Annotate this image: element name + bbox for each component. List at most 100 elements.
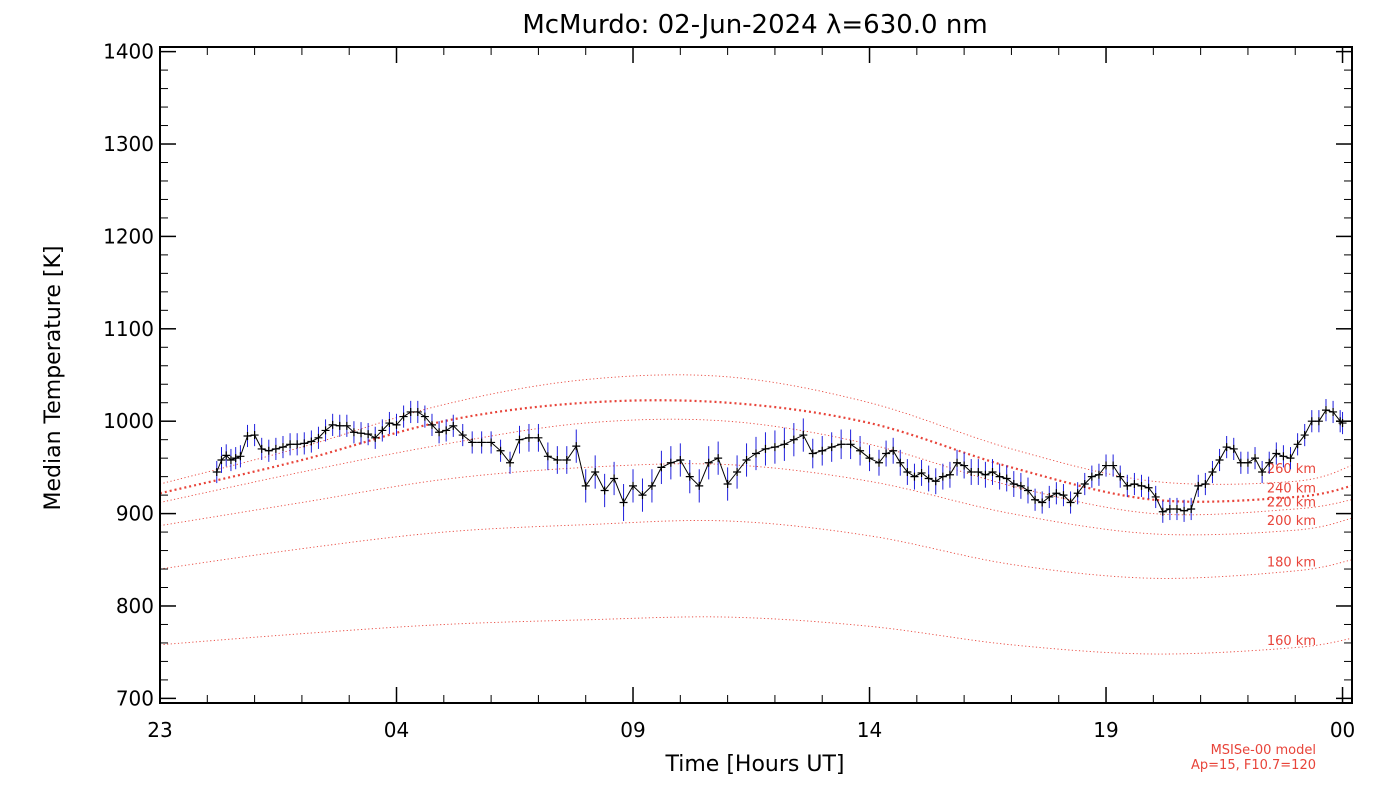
y-tick-label-5: 1200 [103,224,154,248]
data-point-88 [931,477,940,486]
data-point-140 [1300,431,1309,440]
data-point-74 [818,446,827,455]
model-curve-1 [159,520,1353,579]
data-point-58 [666,458,675,467]
data-point-109 [1080,480,1089,489]
data-point-98 [1002,474,1011,483]
data-point-32 [427,420,436,429]
data-point-43 [524,433,533,442]
y-tick-label-7: 1400 [103,40,154,64]
data-point-100 [1016,481,1025,490]
data-point-99 [1009,480,1018,489]
data-point-56 [647,481,656,490]
data-point-62 [704,458,713,467]
model-label-0: 160 km [1267,634,1316,649]
data-point-73 [808,449,817,458]
data-point-21 [349,428,358,437]
data-point-48 [572,442,581,451]
data-point-89 [938,472,947,481]
y-tick-label-6: 1300 [103,132,154,156]
data-point-31 [420,412,429,421]
data-point-14 [300,439,309,448]
data-point-77 [846,440,855,449]
chart-title: McMurdo: 02-Jun-2024 λ=630.0 nm [522,10,987,40]
model-curve-5 [159,374,1353,485]
data-point-19 [335,421,344,430]
data-point-90 [945,470,954,479]
error-bars [216,399,1344,523]
model-note-line2: Ap=15, F10.7=120 [1191,758,1316,773]
data-point-134 [1258,468,1267,477]
data-point-47 [562,456,571,465]
model-label-1: 180 km [1267,556,1316,571]
data-point-112 [1102,461,1111,470]
data-point-126 [1201,480,1210,489]
data-point-144 [1329,407,1338,416]
model-label-5: 260 km [1267,462,1316,477]
data-point-36 [458,431,467,440]
data-point-139 [1293,440,1302,449]
data-point-3 [226,456,235,465]
data-point-17 [321,426,330,435]
data-point-133 [1251,454,1260,463]
model-curve-3 [159,418,1353,516]
data-point-46 [553,456,562,465]
y-tick-label-3: 1000 [103,409,154,433]
data-point-92 [960,461,969,470]
data-point-7 [250,431,259,440]
data-point-123 [1180,506,1189,515]
measurement-series [212,406,1347,516]
model-label-2: 200 km [1267,514,1316,529]
y-tick-label-4: 1100 [103,317,154,341]
model-curve-2 [159,463,1353,536]
data-point-54 [629,481,638,490]
data-point-115 [1123,481,1132,490]
data-point-80 [874,458,883,467]
data-point-33 [435,428,444,437]
data-point-116 [1130,480,1139,489]
data-point-20 [342,421,351,430]
data-point-2 [222,451,231,460]
data-point-45 [543,452,552,461]
data-point-29 [406,407,415,416]
data-point-119 [1151,492,1160,501]
data-point-40 [496,446,505,455]
data-point-120 [1158,507,1167,516]
data-point-138 [1286,454,1295,463]
data-point-117 [1137,481,1146,490]
data-point-0 [212,468,221,477]
data-point-84 [903,468,912,477]
x-tick-label-5: 00 [1330,718,1355,742]
data-point-94 [974,468,983,477]
data-point-22 [357,429,366,438]
data-point-79 [865,454,874,463]
data-point-26 [385,419,394,428]
data-point-61 [695,481,704,490]
data-point-104 [1045,492,1054,501]
data-point-87 [924,474,933,483]
data-point-86 [917,468,926,477]
data-point-27 [392,420,401,429]
x-tick-label-4: 19 [1093,718,1118,742]
data-point-57 [657,463,666,472]
axes: 700 800 900 1000 1100 1200 1300 1400 23 04 09 14 19 0… [103,40,1355,742]
y-tick-label-0: 700 [116,686,154,710]
data-point-135 [1265,458,1274,467]
data-point-1 [217,456,226,465]
x-axis-label: Time [Hours UT] [665,752,845,777]
data-point-81 [882,449,891,458]
data-point-105 [1052,489,1061,498]
data-point-103 [1038,498,1047,507]
data-point-15 [307,437,316,446]
data-point-10 [271,444,280,453]
data-point-37 [468,438,477,447]
data-point-121 [1165,504,1174,513]
data-point-24 [371,433,380,442]
model-curve-4 [159,399,1353,503]
data-point-132 [1243,458,1252,467]
data-point-113 [1109,461,1118,470]
data-point-53 [619,498,628,507]
data-point-70 [780,440,789,449]
